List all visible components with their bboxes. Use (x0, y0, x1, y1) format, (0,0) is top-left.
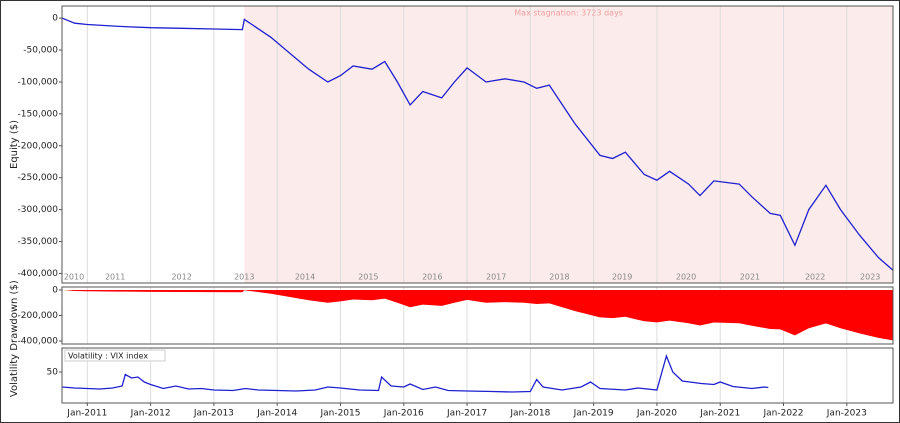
stagnation-label: Max stagnation: 3723 days (514, 9, 623, 18)
year-label: 2014 (295, 273, 315, 282)
year-label: 2011 (105, 273, 125, 282)
y-tick-label: 50 (47, 368, 59, 378)
year-label: 2012 (171, 273, 191, 282)
year-label: 2022 (805, 273, 825, 282)
year-label: 2016 (422, 273, 442, 282)
x-tick-label: Jan-2016 (383, 409, 424, 419)
y-tick-label: -350,000 (18, 237, 59, 247)
x-tick-label: Jan-2022 (762, 409, 803, 419)
y-tick-label: -50,000 (23, 46, 58, 56)
series-label: Volatility : VIX index (68, 352, 148, 361)
year-label: 2017 (486, 273, 506, 282)
x-tick-label: Jan-2013 (193, 409, 234, 419)
year-label: 2019 (612, 273, 632, 282)
series-line (62, 353, 769, 393)
plot-area (62, 287, 893, 344)
y-tick-label: -300,000 (18, 205, 59, 215)
x-tick-label: Jan-2021 (699, 409, 740, 419)
year-label: 2010 (64, 273, 84, 282)
y-tick-label: -400,000 (18, 337, 59, 347)
year-label: 2020 (676, 273, 696, 282)
x-tick-label: Jan-2018 (509, 409, 550, 419)
panel-frame (61, 347, 894, 404)
panel-frame (61, 5, 894, 284)
year-label: 2013 (234, 273, 254, 282)
x-tick-label: Jan-2012 (130, 409, 171, 419)
y-tick-label: 0 (52, 14, 58, 24)
series-line (62, 17, 893, 271)
x-tick-label: Jan-2015 (319, 409, 360, 419)
y-tick-label: 0 (52, 285, 58, 295)
x-tick-label: Jan-2023 (826, 409, 867, 419)
y-axis-title: Equity ($) (9, 120, 20, 169)
panel-frame (61, 286, 894, 345)
x-tick-label: Jan-2011 (66, 409, 107, 419)
y-tick-label: -150,000 (18, 109, 59, 119)
x-tick-label: Jan-2017 (446, 409, 487, 419)
x-tick-label: Jan-2014 (256, 409, 297, 419)
year-label: 2018 (549, 273, 569, 282)
y-tick-label: -250,000 (18, 173, 59, 183)
x-tick-label: Jan-2019 (573, 409, 614, 419)
plot-area (62, 6, 893, 283)
y-tick-label: -200,000 (18, 141, 59, 151)
y-tick-label: -200,000 (18, 311, 59, 321)
x-tick-label: Jan-2020 (636, 409, 677, 419)
y-axis-title: Volatility (9, 354, 20, 397)
series-label-box (64, 349, 166, 362)
y-axis-title: Drawdown ($) (9, 280, 20, 351)
y-tick-label: -100,000 (18, 77, 59, 87)
y-tick-label: -400,000 (18, 269, 59, 279)
year-label: 2021 (740, 273, 760, 282)
stagnation-region (244, 6, 893, 283)
year-label: 2023 (860, 273, 880, 282)
drawdown-area (62, 289, 893, 341)
year-label: 2015 (358, 273, 378, 282)
